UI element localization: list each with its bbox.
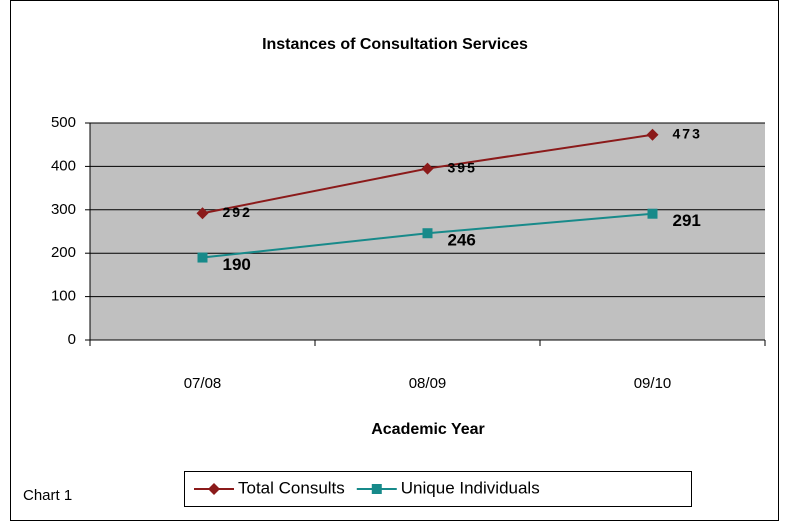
marker: [196, 207, 209, 220]
x-tick-label: 08/09: [409, 375, 447, 392]
data-label: 292: [223, 204, 252, 220]
marker: [421, 162, 434, 175]
chart-title: Instances of Consultation Services: [262, 36, 528, 53]
legend-marker: [371, 484, 382, 494]
marker: [647, 208, 658, 219]
marker: [422, 228, 433, 239]
y-tick-label: 300: [51, 201, 76, 218]
y-tick-label: 100: [51, 288, 76, 305]
legend-label: Unique Individuals: [401, 478, 540, 497]
legend-frame: [184, 471, 692, 507]
y-tick-label: 200: [51, 244, 76, 261]
data-label: 246: [448, 231, 476, 250]
data-label: 291: [673, 211, 701, 230]
legend-label: Total Consults: [238, 478, 345, 497]
legend-marker: [208, 483, 220, 495]
y-tick-label: 0: [68, 331, 76, 348]
y-tick-label: 400: [51, 157, 76, 174]
x-tick-label: 07/08: [184, 375, 222, 392]
data-label: 190: [223, 255, 251, 274]
y-tick-label: 500: [51, 114, 76, 131]
marker: [646, 128, 659, 141]
annotation: Chart 1: [23, 487, 72, 504]
x-tick-label: 09/10: [634, 375, 672, 392]
data-label: 395: [448, 159, 477, 175]
x-axis-title: Academic Year: [371, 421, 485, 438]
data-label: 473: [673, 125, 702, 141]
marker: [197, 252, 208, 263]
